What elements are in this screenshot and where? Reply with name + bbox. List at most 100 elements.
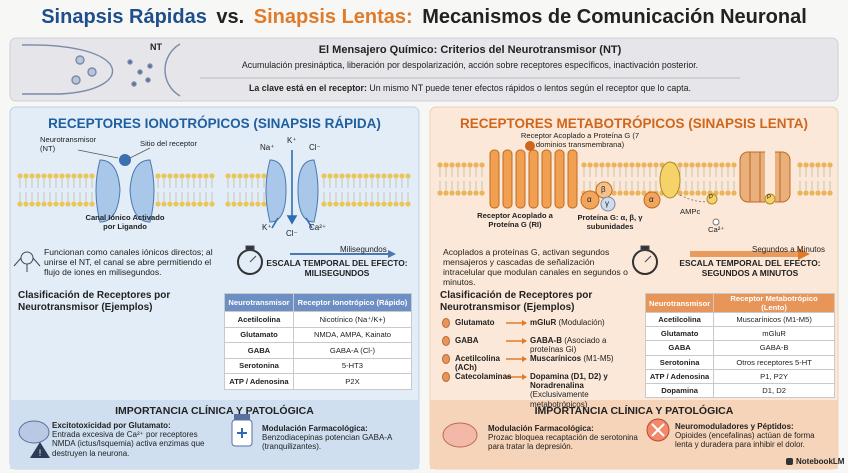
table-cell: Muscarínicos (M1-M5) <box>713 311 835 328</box>
nt-icon <box>442 336 450 346</box>
open-channel-part-part <box>271 217 279 229</box>
phospho: P <box>709 195 714 201</box>
lipid-head <box>393 201 399 207</box>
intro-text: Acumulación presináptica, liberación por… <box>241 60 699 70</box>
table-header-cell: Receptor Ionotrópico (Rápido) <box>292 293 413 312</box>
lipid-head <box>695 162 701 168</box>
receptor-name: Muscarínicos <box>530 354 582 363</box>
gpcr-diagram-part-part <box>489 149 500 209</box>
lipid-head <box>339 201 345 207</box>
lipid-head <box>59 173 65 179</box>
open-channel-part <box>265 159 287 223</box>
title-part: vs. <box>216 6 245 28</box>
clinical-title: Modulación Farmacológica: <box>488 424 594 433</box>
clinical-item: Modulación Farmacológica: Benzodiacepina… <box>262 424 412 452</box>
list-icons <box>442 318 527 382</box>
metabotropic-clinical-band <box>430 400 838 469</box>
gpcr-diagram-part <box>765 148 775 206</box>
table-cell: Glutamato <box>224 326 294 343</box>
lipid-head <box>351 173 357 179</box>
clinical-icons-part: ! <box>39 448 42 458</box>
title-part: Sinapsis Lentas: <box>253 6 413 28</box>
lipid-head <box>821 190 827 196</box>
lipid-head <box>611 190 617 196</box>
synapse-icon-part <box>71 75 81 85</box>
lipid-head <box>479 162 485 168</box>
list-arrowhead <box>522 356 527 362</box>
lipid-head <box>695 190 701 196</box>
lipid-head <box>581 162 587 168</box>
clinical-icons-part <box>30 442 50 458</box>
lipid-head <box>797 190 803 196</box>
open-channel-part <box>297 159 319 223</box>
receptor-name: GABA-B <box>530 336 562 345</box>
lipid-head <box>821 162 827 168</box>
lipid-head <box>387 201 393 207</box>
lipid-head <box>803 162 809 168</box>
lipid-head <box>255 201 261 207</box>
key-bold: La clave está en el receptor: <box>249 83 367 93</box>
lipid-head <box>191 201 197 207</box>
lipid-head <box>725 190 731 196</box>
lipid-head <box>321 173 327 179</box>
table-row: Glutamato NMDA, AMPA, Kainato <box>224 326 413 343</box>
gpcr-diagram-part <box>525 141 535 151</box>
table-cell: GABA-B <box>713 340 835 356</box>
synapse-icon-part <box>87 67 97 77</box>
lipid-head <box>725 162 731 168</box>
lipid-head <box>29 173 35 179</box>
lipid-head <box>803 190 809 196</box>
lipid-head <box>23 173 29 179</box>
ion-channel-icons-part <box>249 255 257 263</box>
gpcr-diagram-part <box>643 191 661 209</box>
lipid-head <box>827 190 833 196</box>
lipid-head <box>225 173 231 179</box>
table-cell: Nicotínico (Na⁺/K+) <box>292 311 413 328</box>
lipid-head <box>203 201 209 207</box>
diagram-label: Ca²⁺ <box>708 225 725 234</box>
table-cell: Acetilcolina <box>644 311 715 328</box>
lipid-head <box>647 162 653 168</box>
clinical-title: Excitotoxicidad por Glutamato: <box>52 421 171 430</box>
lipid-head <box>167 201 173 207</box>
lipid-head <box>249 173 255 179</box>
lipid-head <box>345 201 351 207</box>
lipid-head <box>641 162 647 168</box>
membranes <box>17 162 833 207</box>
table-cell: mGluR <box>713 326 835 342</box>
clinical-icons-part <box>18 420 50 444</box>
lipid-head <box>155 201 161 207</box>
lipid-head <box>479 190 485 196</box>
clinical-icons: ! <box>18 414 793 465</box>
lipid-head <box>635 162 641 168</box>
lipid-head <box>53 201 59 207</box>
lipid-head <box>357 201 363 207</box>
table-cell: P2X <box>292 373 413 390</box>
lipid-head <box>41 201 47 207</box>
ion-label: K⁺ <box>262 223 272 232</box>
lipid-head <box>197 173 203 179</box>
table-cell: NMDA, AMPA, Kainato <box>292 326 413 343</box>
lipid-head <box>173 173 179 179</box>
lipid-head <box>461 190 467 196</box>
time-arrow-label: Segundos a Minutos <box>752 245 825 254</box>
clinical-title: Modulación Farmacológica: <box>262 424 368 433</box>
lipid-head <box>237 201 243 207</box>
ion-label: Ca²⁺ <box>309 223 327 232</box>
lipid-head <box>473 190 479 196</box>
lipid-head <box>467 162 473 168</box>
nt-icon <box>442 318 450 328</box>
diagram-label: AMPc <box>680 207 701 216</box>
lipid-head <box>399 173 405 179</box>
lipid-head <box>231 201 237 207</box>
classification-heading: Clasificación de Receptores por Neurotra… <box>18 290 171 313</box>
lipid-head <box>261 173 267 179</box>
lipid-head <box>191 173 197 179</box>
ion-label: Cl⁻ <box>309 143 321 152</box>
lipid-head <box>405 173 411 179</box>
gpcr-diagram-part <box>712 218 720 226</box>
lipid-head <box>53 173 59 179</box>
open-channel-part <box>271 150 313 229</box>
gpcr-diagram-part <box>600 196 616 212</box>
lipid-head <box>713 162 719 168</box>
